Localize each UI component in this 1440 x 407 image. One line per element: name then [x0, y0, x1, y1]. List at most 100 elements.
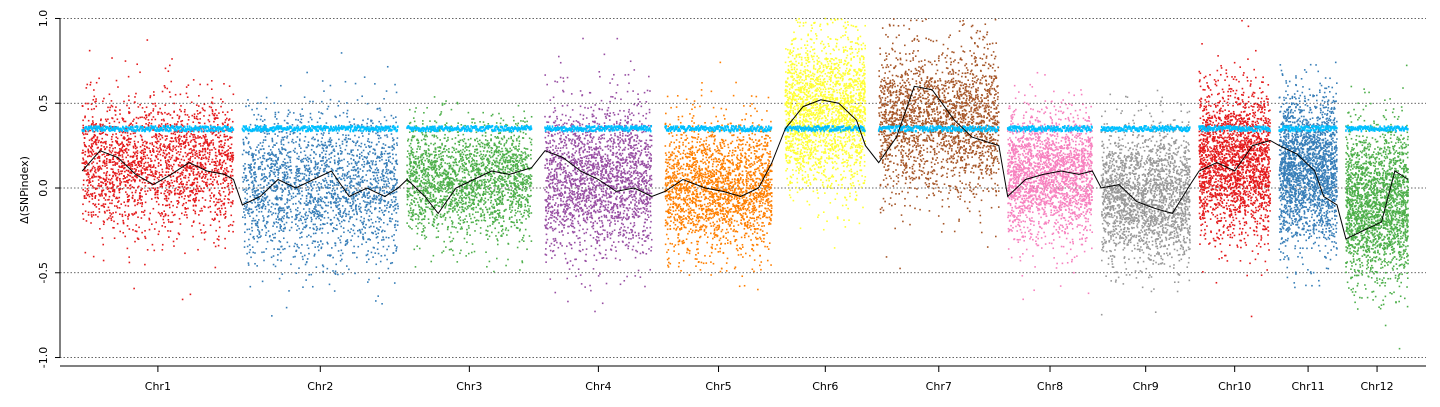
data-point — [169, 145, 171, 147]
data-point — [265, 206, 267, 208]
data-point — [280, 131, 282, 133]
data-point — [90, 82, 92, 84]
data-point — [327, 222, 329, 224]
data-point — [100, 167, 102, 169]
data-point — [291, 189, 293, 191]
data-point — [255, 174, 257, 176]
data-point — [191, 140, 193, 142]
data-point — [306, 217, 308, 219]
data-point — [118, 122, 120, 124]
data-point — [298, 267, 300, 269]
data-point — [389, 146, 391, 148]
data-point — [216, 155, 218, 157]
data-point — [331, 193, 333, 195]
data-point — [379, 211, 381, 213]
data-point — [387, 173, 389, 175]
data-point — [340, 150, 342, 152]
data-point — [350, 158, 352, 160]
data-point — [465, 169, 467, 171]
data-point — [396, 163, 398, 165]
data-point — [122, 215, 124, 217]
data-point — [257, 202, 259, 204]
data-point — [244, 214, 246, 216]
data-point — [379, 135, 381, 137]
data-point — [270, 239, 272, 241]
data-point — [262, 281, 264, 283]
data-point — [202, 107, 204, 109]
data-point — [299, 121, 301, 123]
data-point — [262, 215, 264, 217]
data-point — [127, 135, 129, 137]
data-point — [165, 205, 167, 207]
data-point — [144, 145, 146, 147]
data-point — [359, 229, 361, 231]
data-point — [232, 200, 234, 202]
data-point — [115, 136, 117, 138]
data-point — [359, 153, 361, 155]
data-point — [376, 199, 378, 201]
data-point — [132, 124, 134, 126]
data-point — [212, 139, 214, 141]
data-point — [382, 190, 384, 192]
data-point — [188, 200, 190, 202]
data-point — [327, 108, 329, 110]
data-point — [93, 143, 95, 145]
data-point — [410, 179, 412, 181]
data-point — [139, 117, 141, 119]
data-point — [362, 234, 364, 236]
data-point — [353, 214, 355, 216]
data-point — [275, 190, 277, 192]
data-point — [141, 152, 143, 154]
data-point — [116, 141, 118, 143]
data-point — [215, 117, 217, 119]
data-point — [347, 230, 349, 232]
data-point — [138, 238, 140, 240]
data-point — [252, 252, 254, 254]
data-point — [329, 139, 331, 141]
data-point — [260, 149, 262, 151]
data-point — [252, 246, 254, 248]
data-point — [319, 117, 321, 119]
data-point — [327, 205, 329, 207]
data-point — [163, 182, 165, 184]
data-point — [253, 166, 255, 168]
data-point — [177, 158, 179, 160]
data-point — [370, 160, 372, 162]
data-point — [307, 168, 309, 170]
data-point — [374, 252, 376, 254]
data-point — [314, 215, 316, 217]
data-point — [105, 142, 107, 144]
data-point — [458, 218, 460, 220]
data-point — [472, 186, 474, 188]
data-point — [187, 114, 189, 116]
data-point — [370, 125, 372, 127]
data-point — [319, 212, 321, 214]
data-point — [142, 107, 144, 109]
data-point — [351, 154, 353, 156]
data-point — [279, 150, 281, 152]
data-point — [390, 170, 392, 172]
data-point — [308, 121, 310, 123]
data-point — [248, 262, 250, 264]
data-point — [267, 166, 269, 168]
data-point — [244, 246, 246, 248]
data-point — [346, 214, 348, 216]
data-point — [385, 210, 387, 212]
data-point — [287, 135, 289, 137]
data-point — [119, 151, 121, 153]
data-point — [218, 192, 220, 194]
data-point — [338, 212, 340, 214]
data-point — [347, 161, 349, 163]
data-point — [265, 139, 267, 141]
data-point — [131, 180, 133, 182]
data-point — [84, 195, 86, 197]
data-point — [389, 156, 391, 158]
data-point — [115, 114, 117, 116]
data-point — [336, 170, 338, 172]
data-point — [295, 209, 297, 211]
data-point — [368, 202, 370, 204]
data-point — [224, 202, 226, 204]
data-point — [264, 119, 266, 121]
data-point — [86, 87, 88, 89]
data-point — [257, 102, 259, 104]
